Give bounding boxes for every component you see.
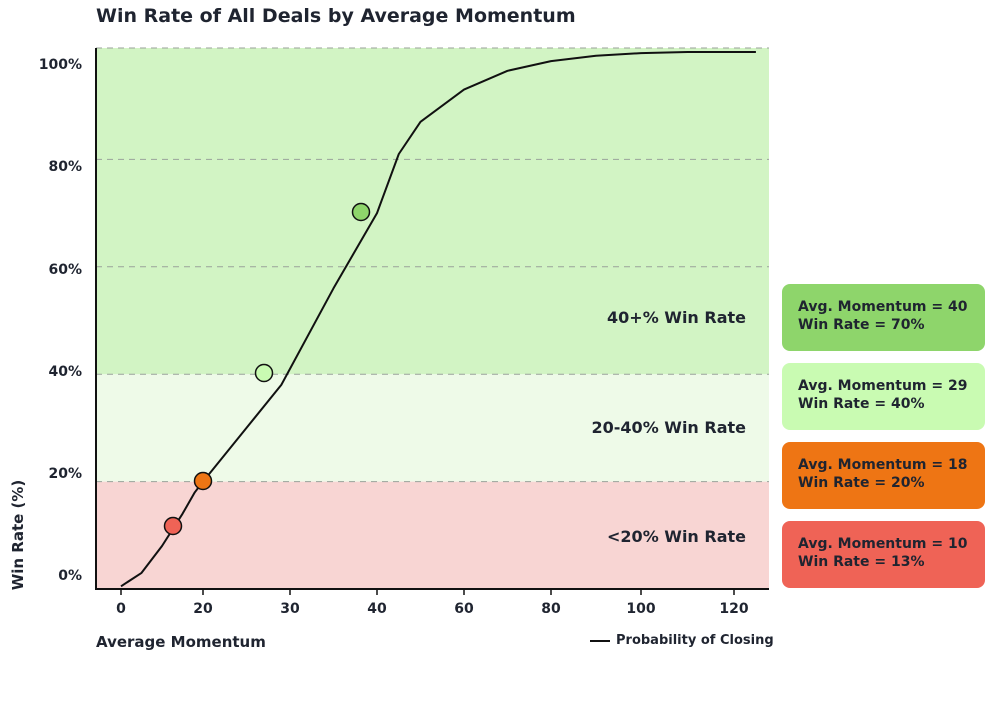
y-tick-label-0: 0% (58, 568, 82, 584)
highlight-point-3 (351, 202, 371, 222)
highlight-point-2 (254, 363, 274, 383)
y-tick-label-5: 100% (39, 57, 82, 73)
x-tick-label-5: 80 (541, 601, 561, 617)
y-tick-label-2: 40% (48, 364, 82, 380)
y-tick-label-1: 20% (48, 466, 82, 482)
x-tick-label-3: 40 (367, 601, 387, 617)
annotation-winrate-3: Win Rate = 70% (798, 317, 925, 333)
highlight-point-1 (193, 471, 213, 491)
legend-line-swatch (590, 639, 610, 642)
y-axis-label: Win Rate (%) (9, 480, 27, 591)
x-tick-label-6: 100 (626, 601, 655, 617)
probability-curve (120, 51, 756, 588)
annotation-momentum-0: Avg. Momentum = 10 (798, 536, 968, 552)
annotation-momentum-2: Avg. Momentum = 29 (798, 378, 968, 394)
band-label-2: 40+% Win Rate (607, 308, 746, 327)
annotation-winrate-0: Win Rate = 13% (798, 554, 925, 570)
annotation-card-1: Avg. Momentum = 18 Win Rate = 20% (782, 442, 985, 509)
band-1 (96, 374, 769, 482)
legend: Probability of Closing (590, 633, 774, 648)
x-tick-label-2: 30 (280, 601, 300, 617)
legend-label: Probability of Closing (616, 633, 774, 648)
x-tick-label-7: 120 (719, 601, 748, 617)
x-tick-label-0: 0 (116, 601, 126, 617)
annotation-card-2: Avg. Momentum = 29 Win Rate = 40% (782, 363, 985, 430)
y-tick-label-4: 80% (48, 159, 82, 175)
y-tick-label-3: 60% (48, 262, 82, 278)
annotation-winrate-1: Win Rate = 20% (798, 475, 925, 491)
annotation-momentum-3: Avg. Momentum = 40 (798, 299, 968, 315)
annotation-momentum-1: Avg. Momentum = 18 (798, 457, 968, 473)
x-tick-label-1: 20 (193, 601, 213, 617)
x-axis-label: Average Momentum (96, 633, 266, 651)
annotation-card-0: Avg. Momentum = 10 Win Rate = 13% (782, 521, 985, 588)
band-2 (96, 48, 769, 375)
chart-title: Win Rate of All Deals by Average Momentu… (96, 5, 576, 27)
x-tick-label-4: 60 (454, 601, 474, 617)
band-0 (96, 481, 769, 589)
annotation-card-3: Avg. Momentum = 40 Win Rate = 70% (782, 284, 985, 351)
band-label-1: 20-40% Win Rate (592, 418, 747, 437)
band-label-0: <20% Win Rate (607, 527, 746, 546)
highlight-point-0 (163, 516, 183, 536)
annotation-winrate-2: Win Rate = 40% (798, 396, 925, 412)
